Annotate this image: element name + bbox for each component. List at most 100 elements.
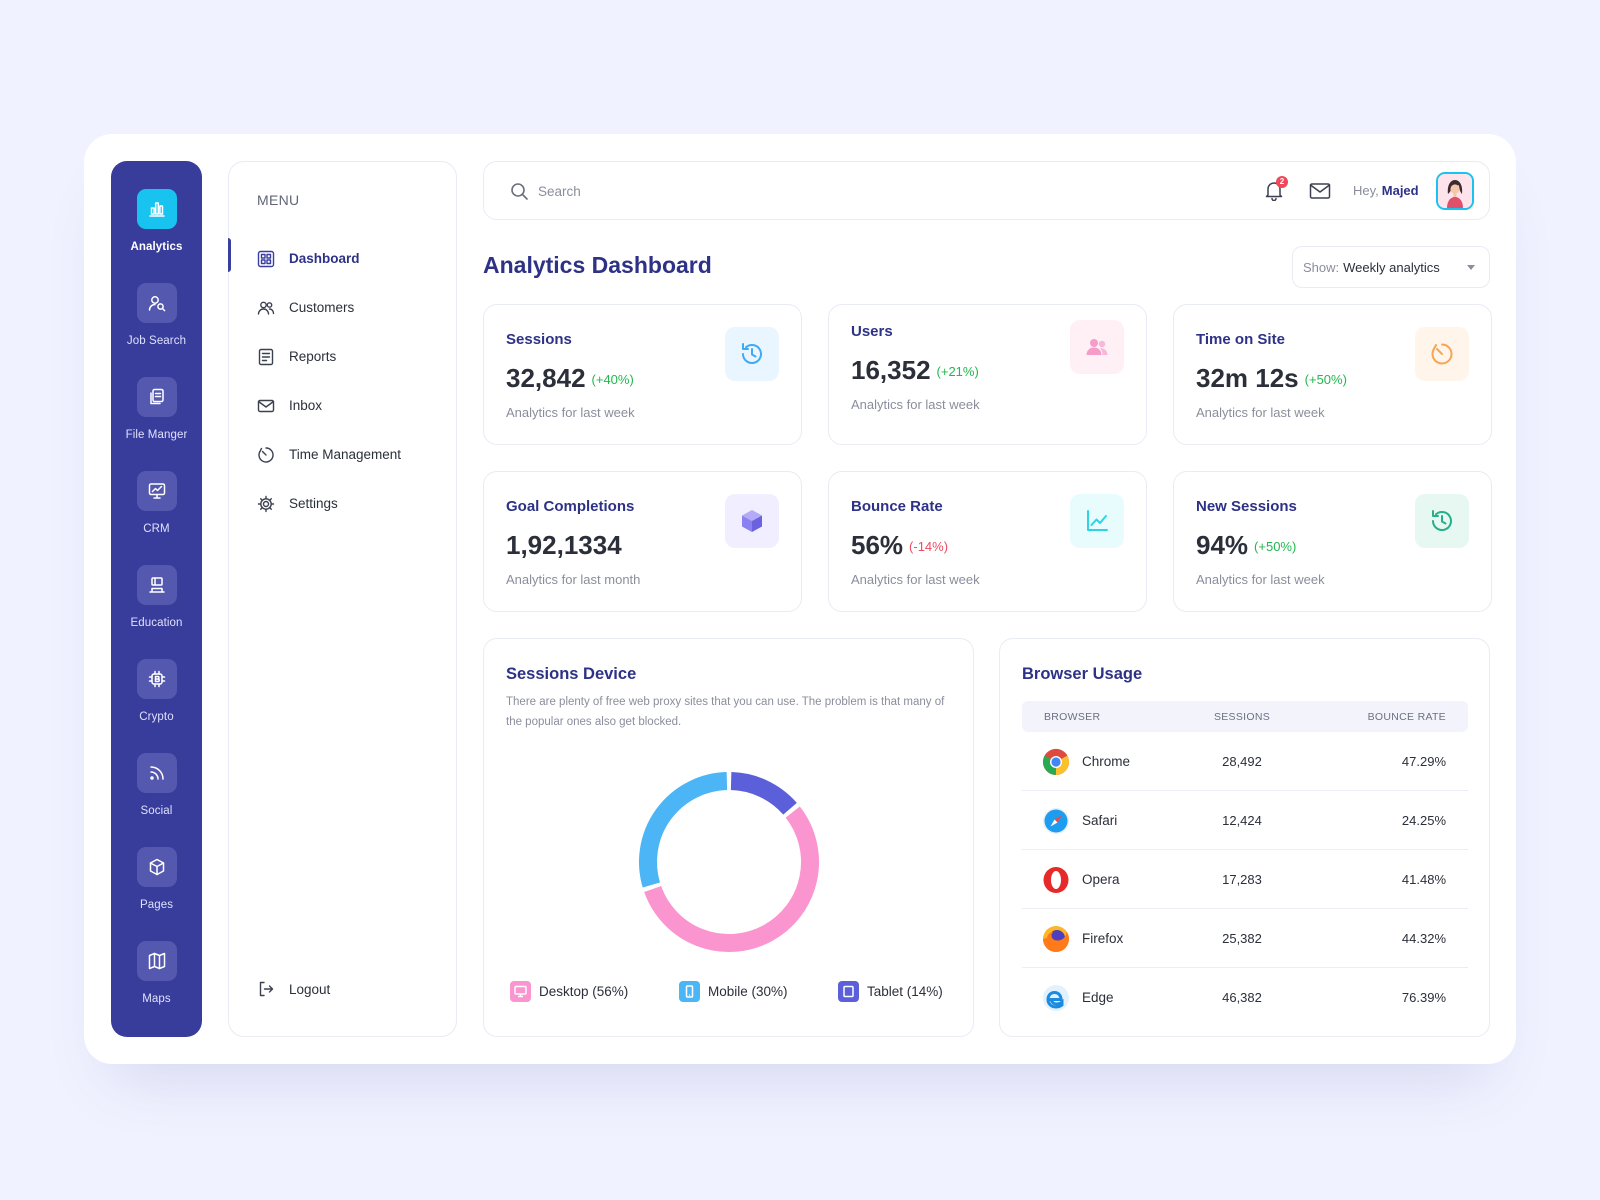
menu-label: Time Management [289, 447, 402, 462]
mobile-icon [679, 981, 700, 1002]
history-icon [725, 327, 779, 381]
table-body: Chrome 28,492 47.29% Safari 12,424 24.25… [1022, 732, 1468, 1027]
table-row[interactable]: Opera 17,283 41.48% [1022, 850, 1468, 909]
graduation-icon [136, 565, 177, 605]
messages-button[interactable] [1309, 180, 1333, 204]
rail-item-crypto[interactable]: Crypto [111, 659, 202, 753]
menu-panel: MENU Dashboard Customers Reports Inbox T… [228, 161, 457, 1037]
history-icon [1415, 494, 1469, 548]
avatar[interactable] [1436, 172, 1474, 210]
logout-button[interactable]: Logout [257, 980, 330, 998]
sessions-value: 28,492 [1222, 754, 1262, 769]
tablet-icon [838, 981, 859, 1002]
donut-segment-desktop[interactable] [644, 806, 819, 952]
search-input[interactable] [538, 179, 1138, 203]
rail-item-education[interactable]: Education [111, 565, 202, 659]
rail-label: Social [140, 805, 173, 817]
legend-label: Desktop (56%) [539, 984, 629, 999]
grid-icon [257, 250, 275, 267]
card-subtitle: Analytics for last week [1196, 572, 1325, 587]
column-header-sessions: SESSIONS [1213, 711, 1271, 723]
browser-name: Opera [1082, 872, 1120, 887]
search-icon [510, 182, 529, 201]
timer-icon [1415, 327, 1469, 381]
rail-item-maps[interactable]: Maps [111, 941, 202, 1035]
analytics-period-select[interactable]: Show: Weekly analytics [1292, 246, 1490, 288]
menu-item-time-management[interactable]: Time Management [229, 430, 456, 479]
menu-item-settings[interactable]: Settings [229, 479, 456, 528]
card-subtitle: Analytics for last month [506, 572, 641, 587]
menu-item-reports[interactable]: Reports [229, 332, 456, 381]
rail-item-social[interactable]: Social [111, 753, 202, 847]
panel-title: Browser Usage [1022, 665, 1143, 683]
sessions-value: 17,283 [1222, 872, 1262, 887]
menu-item-inbox[interactable]: Inbox [229, 381, 456, 430]
sessions-device-panel: Sessions Device There are plenty of free… [483, 638, 974, 1037]
users-icon [1070, 320, 1124, 374]
bounce-rate-value: 24.25% [1401, 813, 1446, 828]
rail-item-file-manager[interactable]: File Manger [111, 377, 202, 471]
rail-item-crm[interactable]: CRM [111, 471, 202, 565]
monitor-chart-icon [136, 471, 177, 511]
line-chart-icon [1070, 494, 1124, 548]
menu-item-customers[interactable]: Customers [229, 283, 456, 332]
stat-card-goal-completions: Goal Completions 1,92,1334 Analytics for… [483, 471, 802, 612]
browser-name: Firefox [1082, 931, 1124, 946]
rail-label: Education [130, 617, 183, 629]
rss-icon [136, 753, 177, 793]
card-subtitle: Analytics for last week [506, 405, 635, 420]
logout-icon [259, 981, 274, 997]
table-row[interactable]: Firefox 25,382 44.32% [1022, 909, 1468, 968]
bounce-rate-value: 41.48% [1401, 872, 1446, 887]
bounce-rate-value: 44.32% [1401, 931, 1446, 946]
rail-label: Job Search [126, 335, 187, 347]
table-row[interactable]: Edge 46,382 76.39% [1022, 968, 1468, 1027]
rail-label: CRM [143, 523, 170, 535]
card-value: 16,352 (+21%) [851, 355, 979, 386]
firefox-icon [1043, 926, 1069, 952]
menu-label: Customers [289, 300, 355, 315]
legend-item-desktop: Desktop (56%) [510, 981, 628, 1002]
menu-item-dashboard[interactable]: Dashboard [228, 234, 456, 283]
files-icon [136, 377, 177, 417]
user-avatar-icon [1438, 174, 1472, 208]
menu-label: Settings [289, 496, 338, 511]
table-row[interactable]: Safari 12,424 24.25% [1022, 791, 1468, 850]
rail-item-pages[interactable]: Pages [111, 847, 202, 941]
bounce-rate-value: 47.29% [1401, 754, 1446, 769]
stat-card-time-on-site: Time on Site 32m 12s (+50%) Analytics for… [1173, 304, 1492, 445]
donut-segment-tablet[interactable] [730, 772, 797, 815]
bounce-rate-value: 76.39% [1401, 990, 1446, 1005]
rail-item-job-search[interactable]: Job Search [111, 283, 202, 377]
card-title: Goal Completions [506, 498, 635, 515]
menu-heading: MENU [257, 192, 300, 208]
rail-item-analytics[interactable]: Analytics [111, 189, 202, 283]
panel-title: Sessions Device [506, 665, 637, 683]
stat-card-users: Users 16,352 (+21%) Analytics for last we… [828, 304, 1147, 445]
card-number: 32m 12s [1196, 363, 1299, 393]
browser-name: Chrome [1082, 754, 1131, 769]
card-value: 32,842 (+40%) [506, 363, 634, 394]
notifications-button[interactable]: 2 [1263, 176, 1288, 203]
card-change: (+40%) [591, 372, 634, 387]
user-name: Majed [1381, 183, 1419, 198]
rail-label: Maps [142, 993, 171, 1005]
card-title: Sessions [506, 331, 572, 348]
table-header: BROWSER SESSIONS BOUNCE RATE [1022, 701, 1468, 732]
card-value: 94% (+50%) [1196, 530, 1296, 561]
notification-badge: 2 [1276, 176, 1288, 188]
cube-icon [136, 847, 177, 887]
mail-icon [257, 399, 275, 412]
donut-segment-mobile[interactable] [639, 772, 728, 888]
rail-label: File Manger [125, 429, 188, 441]
card-title: Time on Site [1196, 331, 1285, 348]
card-value: 32m 12s (+50%) [1196, 363, 1347, 394]
select-value: Weekly analytics [1343, 259, 1440, 275]
logout-label: Logout [289, 981, 331, 997]
users-icon [257, 301, 275, 315]
table-row[interactable]: Chrome 28,492 47.29% [1022, 732, 1468, 791]
sessions-value: 25,382 [1222, 931, 1262, 946]
chrome-icon [1042, 748, 1070, 776]
menu-list: Dashboard Customers Reports Inbox Time M… [228, 234, 456, 528]
legend-label: Tablet (14%) [867, 984, 943, 999]
